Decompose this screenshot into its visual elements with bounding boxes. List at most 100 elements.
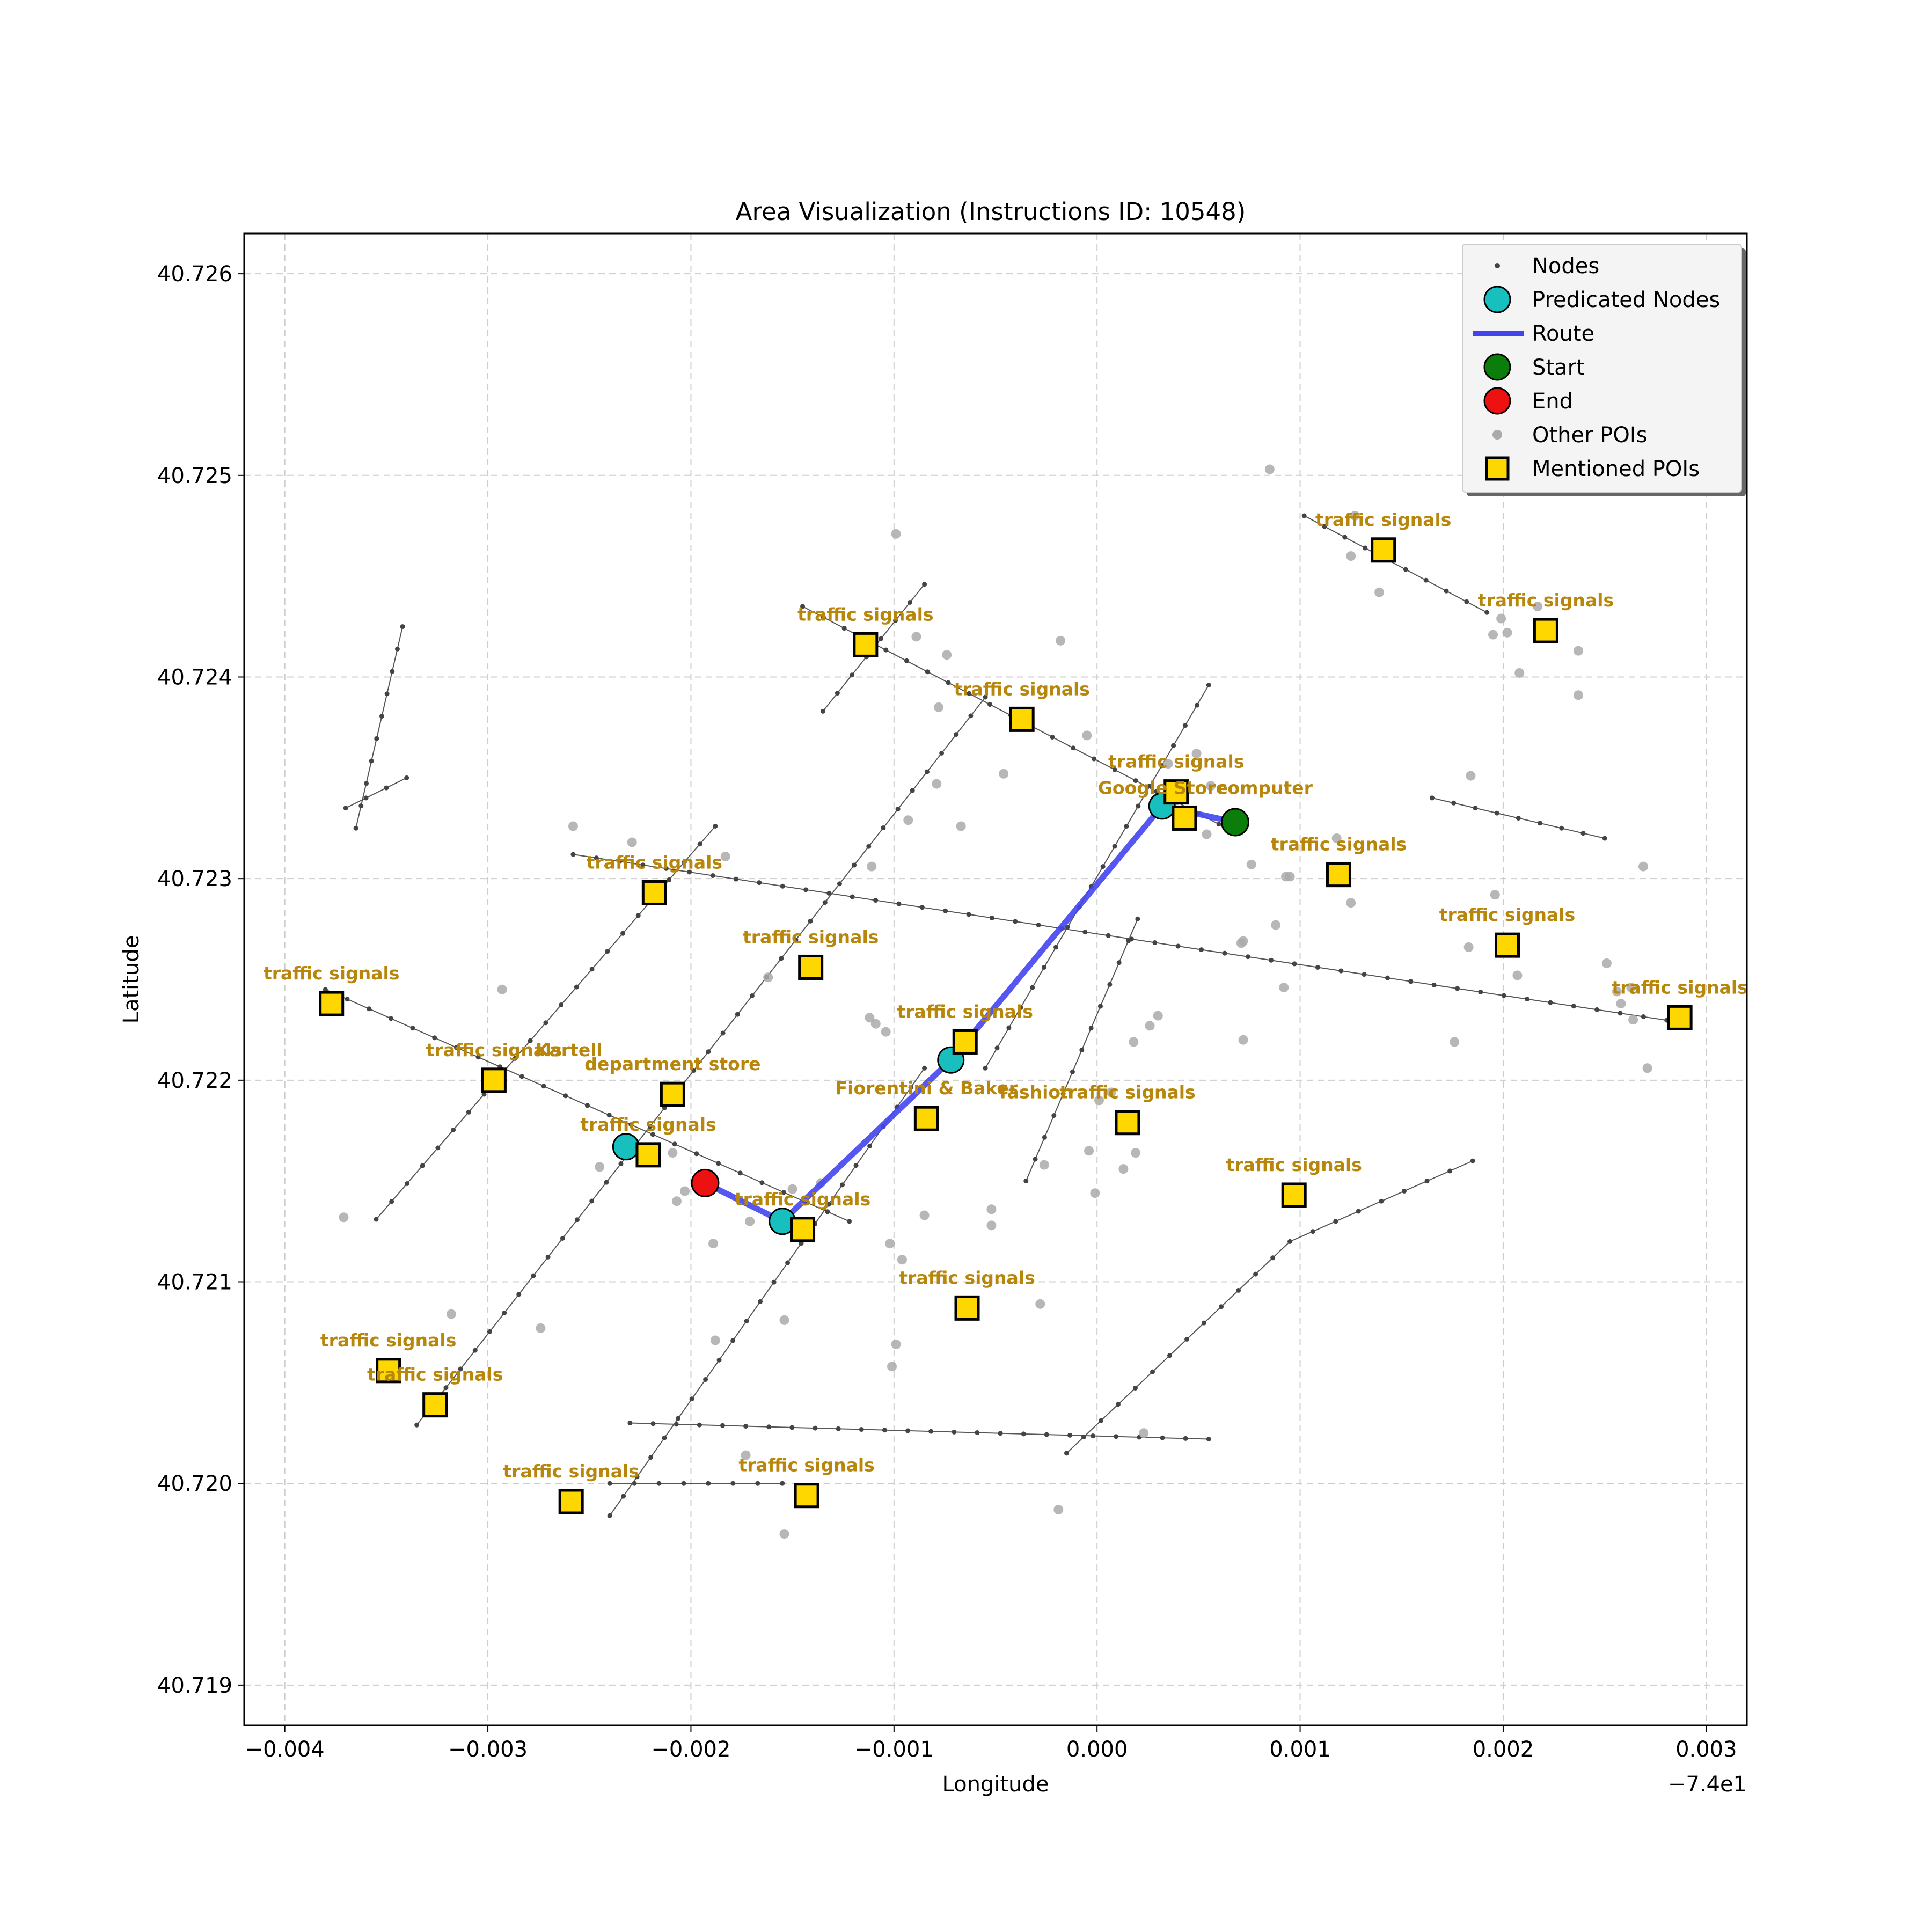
node-dot [1159, 763, 1165, 769]
node-dot [882, 1428, 887, 1433]
poi-label: traffic signals [738, 1455, 874, 1476]
node-dot [1060, 1091, 1066, 1096]
node-dot [1091, 1433, 1096, 1439]
node-dot [1175, 943, 1181, 949]
mentioned-poi-square [376, 1358, 401, 1384]
node-dot [384, 691, 390, 697]
mentioned-poi-square [1163, 779, 1189, 805]
node-dot [1222, 950, 1227, 956]
x-tick-label: 0.002 [1473, 1737, 1534, 1762]
poi-label: traffic signals [587, 852, 722, 873]
node-dot [994, 1045, 1000, 1051]
legend: Nodes Predicated Nodes Route Start End Other … [1462, 244, 1746, 496]
other-poi-dot [787, 1184, 797, 1194]
node-dot [628, 1122, 634, 1128]
x-tick-label: −0.004 [245, 1737, 325, 1762]
node-dot [881, 825, 886, 830]
node-dot [1167, 1353, 1173, 1358]
node-dot [1602, 836, 1607, 841]
x-axis-offset-label: −7.4e1 [1668, 1772, 1747, 1797]
other-poi-dot [1131, 1148, 1141, 1158]
poi-label: traffic signals [580, 1114, 716, 1135]
node-dot [607, 1481, 612, 1486]
node-dot [1154, 789, 1159, 794]
node-dot [1478, 989, 1483, 994]
node-dot [358, 803, 364, 809]
node-dot [676, 1416, 681, 1421]
poi-label: Kartell [536, 1040, 603, 1060]
legend-label: Route [1532, 321, 1594, 346]
grid-lines [244, 233, 1747, 1725]
node-dot [1548, 1000, 1553, 1005]
node-dot [1245, 954, 1250, 960]
node-dot [849, 672, 854, 678]
node-dot [353, 825, 358, 831]
node-dot [766, 1424, 772, 1430]
other-poi-dot [1450, 1037, 1460, 1047]
poi-labels: traffic signals traffic signals traffic si… [264, 509, 1748, 1482]
other-poi-dot [986, 1204, 997, 1214]
node-dot [943, 908, 948, 913]
node-dot [634, 1474, 640, 1480]
poi-label: department store [584, 1053, 760, 1074]
node-dot [689, 1396, 694, 1402]
node-dot [604, 1180, 609, 1185]
other-poi-dot [1616, 999, 1626, 1009]
node-dot [825, 1209, 830, 1214]
node-dot [1430, 795, 1435, 801]
node-dot [1114, 1434, 1119, 1439]
mentioned-poi-square [1533, 618, 1558, 643]
other-poi-dot [1346, 898, 1356, 908]
node-dot [1184, 1336, 1190, 1342]
other-poi-dot [1271, 920, 1281, 930]
node-dot [605, 949, 610, 954]
poi-label: traffic signals [897, 1001, 1033, 1022]
node-dot [574, 1217, 580, 1223]
other-poi-dot [934, 702, 944, 712]
node-dot [743, 1423, 749, 1429]
node-dot [697, 841, 702, 847]
node-dot [1199, 947, 1204, 953]
node-dot [837, 881, 842, 887]
node-dot [1050, 734, 1055, 740]
node-dot [1322, 524, 1327, 529]
poi-label: traffic signals [1059, 1082, 1195, 1103]
node-dot [785, 1260, 791, 1265]
other-poi-dot [1285, 872, 1295, 882]
poi-label: traffic signals [1612, 977, 1747, 998]
node-dot [1150, 1369, 1155, 1374]
other-poi-dot [1035, 1299, 1045, 1309]
other-poi-dot [671, 1196, 682, 1206]
node-dot [952, 1429, 957, 1435]
node-dot [1013, 919, 1018, 924]
street-edge [345, 777, 407, 809]
chart-title: Area Visualization (Instructions ID: 105… [736, 197, 1246, 226]
node-dot [617, 859, 623, 864]
node-dot [1051, 1113, 1057, 1118]
other-poi-dot [1039, 1160, 1049, 1170]
node-dot [487, 1329, 492, 1334]
node-dot [650, 1132, 655, 1137]
node-dot [799, 1241, 804, 1246]
poi-label: traffic signals [1108, 751, 1244, 772]
node-dot [954, 732, 959, 737]
other-poi-dot [1238, 936, 1248, 946]
y-tick-label: 40.726 [157, 262, 232, 287]
other-poi-dot [1346, 551, 1356, 561]
other-poi-dot [1601, 958, 1612, 968]
node-dot [1338, 968, 1344, 974]
node-dot [458, 1366, 463, 1372]
other-poi-dot [932, 779, 942, 789]
node-dot [989, 915, 994, 920]
other-poi-dot [779, 1315, 789, 1325]
mentioned-pois [319, 537, 1693, 1514]
node-dot [1126, 938, 1131, 943]
node-dot [1206, 683, 1211, 688]
x-tick-label: 0.001 [1269, 1737, 1331, 1762]
mentioned-poi-square [1172, 805, 1197, 831]
mentioned-poi-square [1115, 1110, 1140, 1136]
route-endpoints [691, 808, 1249, 1197]
node-dot [1538, 821, 1543, 826]
mentioned-poi-square [1371, 537, 1396, 563]
